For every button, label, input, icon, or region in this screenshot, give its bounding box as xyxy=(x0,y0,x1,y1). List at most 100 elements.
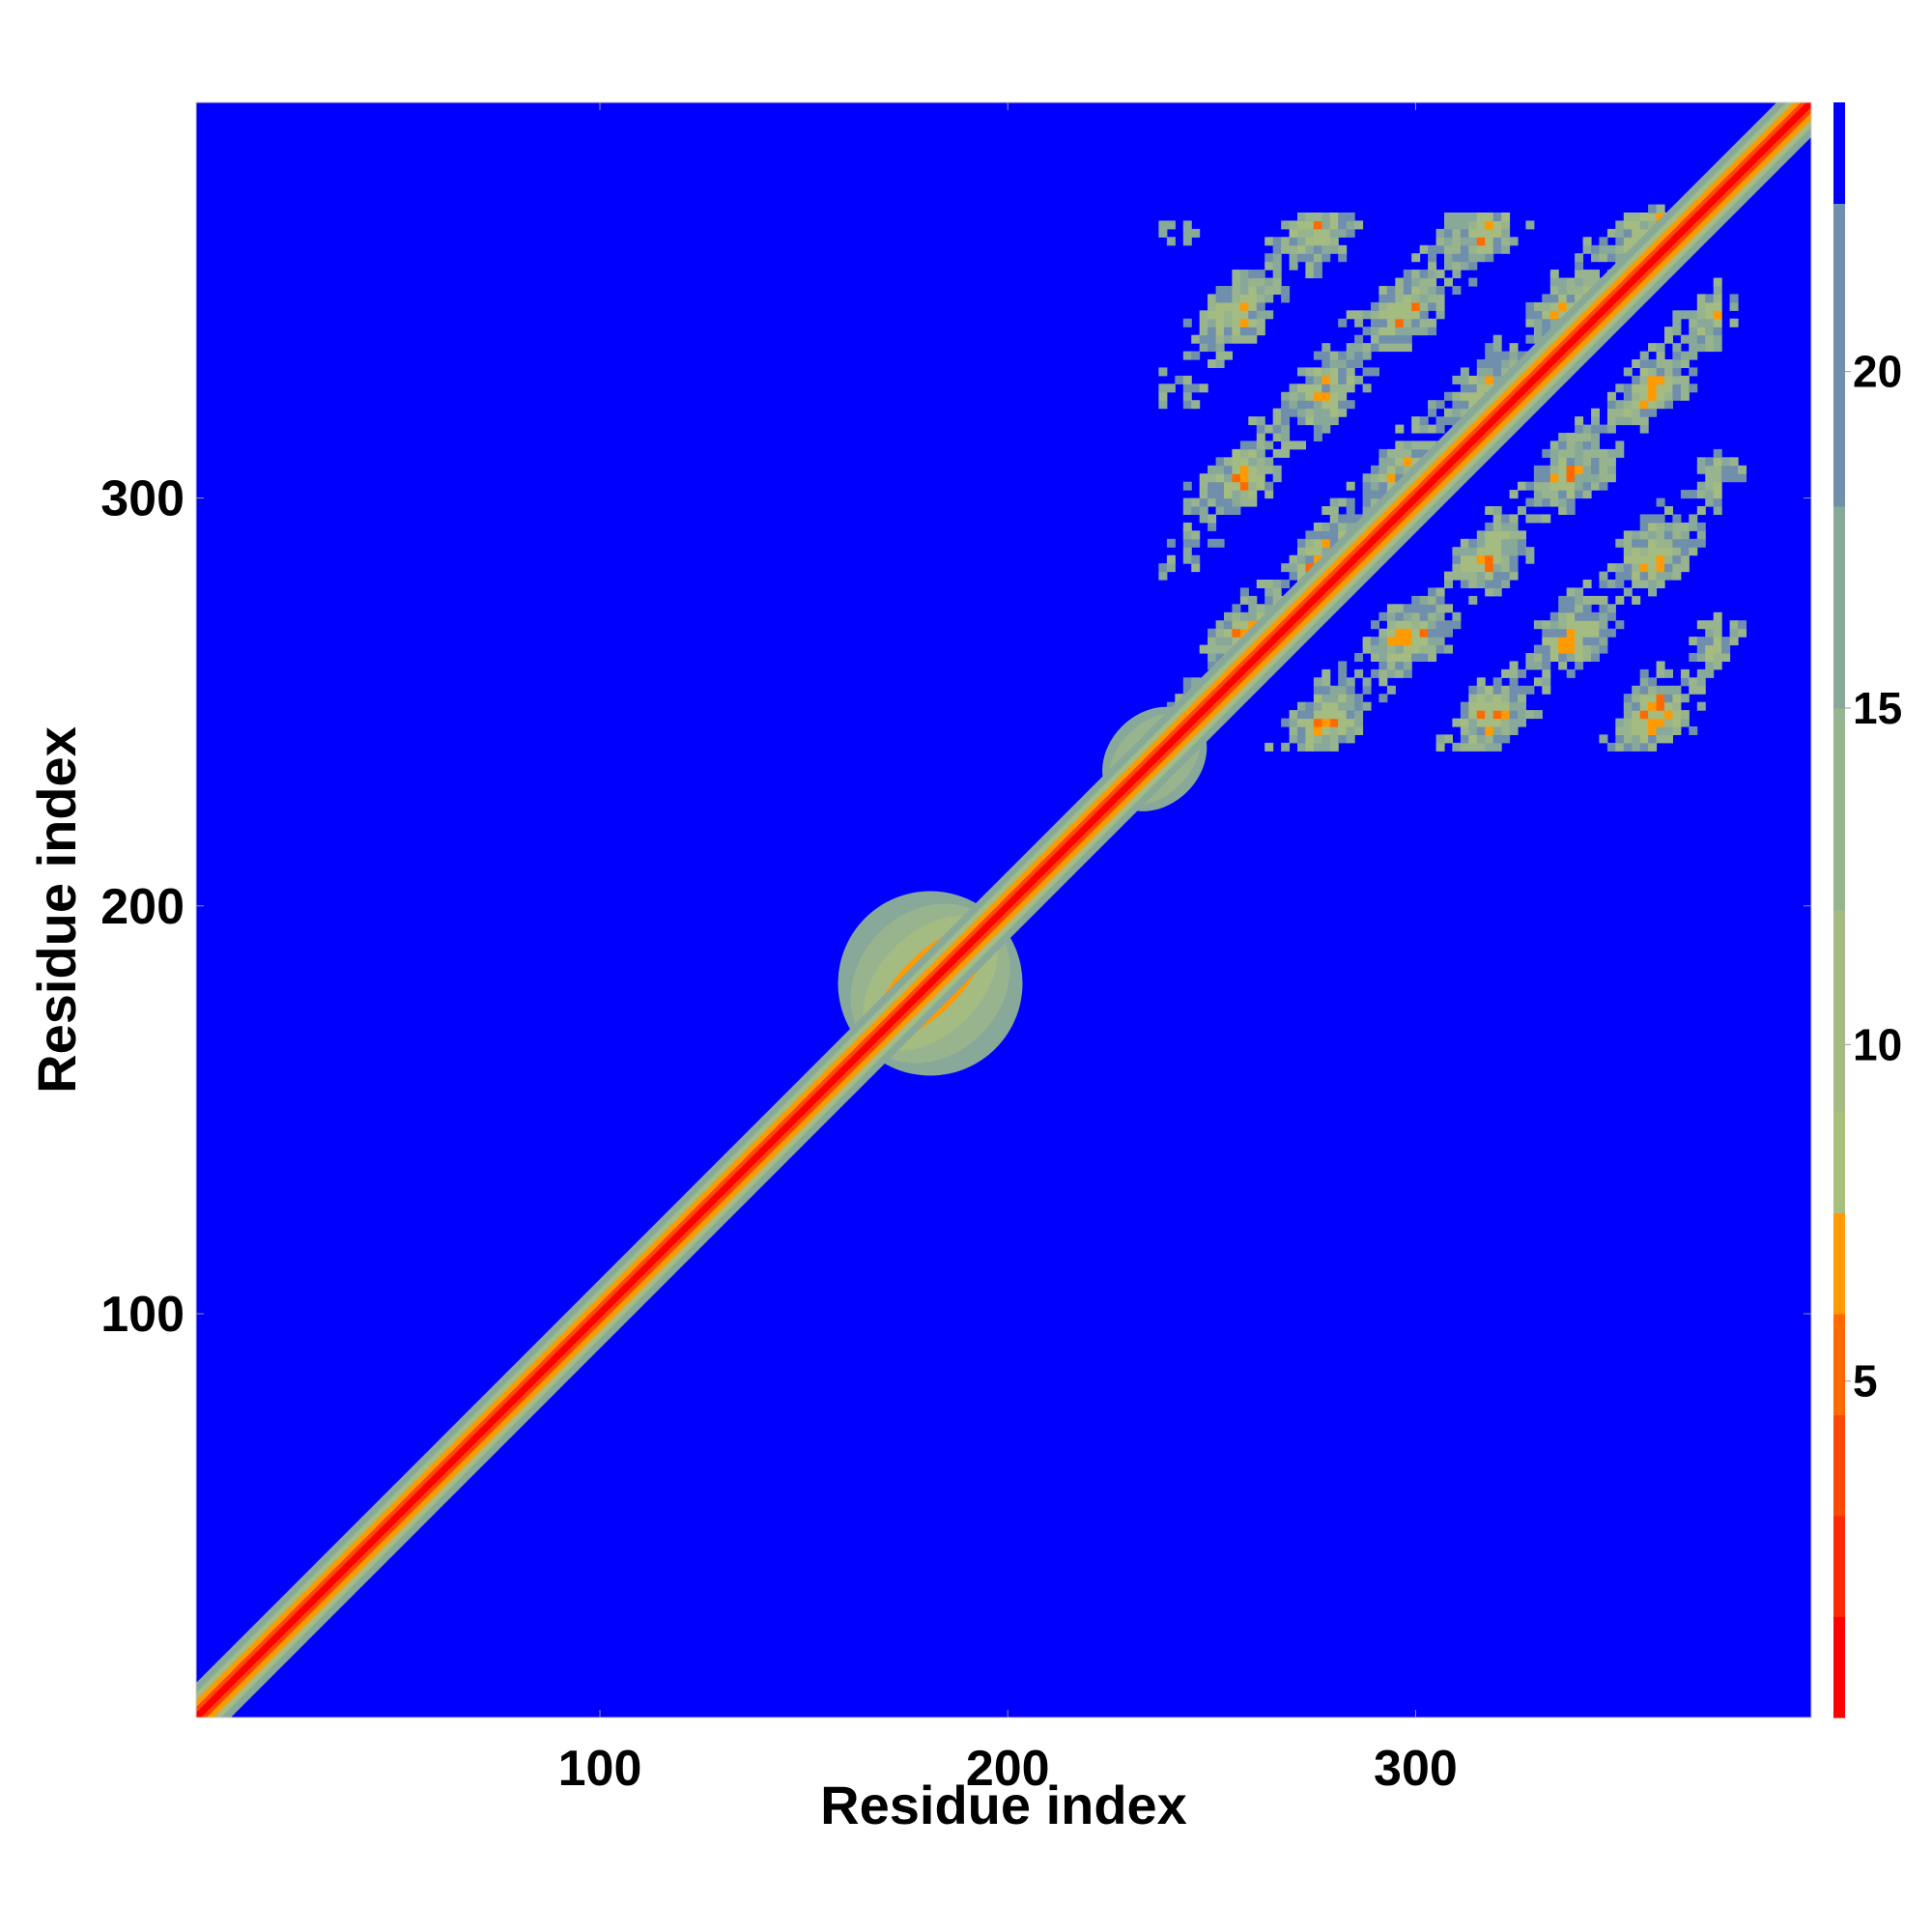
contact-cell xyxy=(1639,514,1649,524)
contact-cell xyxy=(1215,334,1225,344)
contact-cell xyxy=(1696,318,1706,327)
contact-cell xyxy=(1689,637,1698,646)
contact-cell xyxy=(1468,742,1478,752)
contact-cell xyxy=(1639,710,1649,720)
contact-cell xyxy=(1468,220,1478,230)
contact-cell xyxy=(1542,318,1551,327)
contact-cell xyxy=(1199,490,1208,499)
contact-cell xyxy=(1297,710,1306,720)
contact-cell xyxy=(1501,571,1511,581)
contact-cell xyxy=(1525,653,1535,662)
contact-cell xyxy=(1615,742,1625,752)
contact-cell xyxy=(1208,637,1217,646)
contact-cell xyxy=(1338,228,1348,238)
contact-cell xyxy=(1656,204,1665,213)
contact-cell xyxy=(1305,563,1315,573)
contact-cell xyxy=(1378,286,1388,295)
contact-cell xyxy=(1656,547,1665,556)
contact-cell xyxy=(1338,391,1348,401)
contact-cell xyxy=(1338,408,1348,417)
contact-cell xyxy=(1525,710,1535,720)
contact-cell xyxy=(1632,742,1641,752)
contact-cell xyxy=(1648,538,1658,548)
contact-cell xyxy=(1591,244,1600,254)
contact-cell xyxy=(1549,448,1559,458)
contact-cell xyxy=(1419,294,1429,303)
contact-cell xyxy=(1672,384,1682,393)
contact-cell xyxy=(1411,611,1421,621)
contact-cell xyxy=(1575,620,1584,630)
contact-cell xyxy=(1525,554,1535,564)
contact-cell xyxy=(1664,538,1673,548)
contact-cell xyxy=(1419,416,1429,426)
contact-cell xyxy=(1656,685,1665,695)
contact-cell xyxy=(1281,433,1291,441)
contact-cell xyxy=(1313,726,1322,735)
contact-cell xyxy=(1696,343,1706,353)
contact-cell xyxy=(1664,668,1673,678)
contact-cell xyxy=(1248,318,1258,327)
contact-cell xyxy=(1321,391,1331,401)
contact-cell xyxy=(1256,416,1265,426)
contact-cell xyxy=(1403,465,1412,474)
contact-cell xyxy=(1721,457,1731,467)
contact-cell xyxy=(1575,440,1584,450)
contact-cell xyxy=(1721,465,1731,474)
contact-cell xyxy=(1329,375,1339,384)
contact-cell xyxy=(1313,351,1322,360)
contact-cell xyxy=(1362,384,1372,393)
contact-cell xyxy=(1208,653,1217,662)
contact-cell xyxy=(1256,310,1265,320)
contact-cell xyxy=(1297,244,1306,254)
contact-cell xyxy=(1239,270,1249,279)
contact-cell xyxy=(1672,530,1682,540)
contact-cell xyxy=(1378,301,1388,311)
contact-cell xyxy=(1239,457,1249,467)
contact-cell xyxy=(1689,367,1698,377)
contact-cell xyxy=(1371,668,1379,678)
contact-cell xyxy=(1632,595,1641,605)
contact-cell xyxy=(1362,367,1372,377)
contact-cell xyxy=(1656,661,1665,670)
contact-cell xyxy=(1419,310,1429,320)
contact-cell xyxy=(1297,416,1306,426)
contact-cell xyxy=(1329,359,1339,368)
contact-cell xyxy=(1533,465,1543,474)
colorbar xyxy=(1833,102,1845,1719)
colorbar-segment xyxy=(1833,1212,1845,1315)
contact-cell xyxy=(1664,391,1673,401)
contact-cell xyxy=(1232,604,1241,613)
contact-cell xyxy=(1460,400,1469,410)
contact-cell xyxy=(1386,628,1396,638)
contact-cell xyxy=(1582,244,1592,254)
contact-cell xyxy=(1606,604,1616,613)
contact-cell xyxy=(1696,334,1706,344)
contact-cell xyxy=(1239,286,1249,295)
contact-cell xyxy=(1329,497,1339,507)
contact-cell xyxy=(1191,554,1201,564)
contact-cell xyxy=(1428,644,1437,654)
contact-cell xyxy=(1346,367,1355,377)
contact-cell xyxy=(1680,668,1690,678)
contact-cell xyxy=(1411,294,1421,303)
contact-cell xyxy=(1452,547,1462,556)
contact-cell xyxy=(1492,244,1502,254)
contact-cell xyxy=(1632,538,1641,548)
contact-cell xyxy=(1346,522,1355,531)
contact-cell xyxy=(1460,367,1469,377)
contact-cell xyxy=(1648,710,1658,720)
contact-cell xyxy=(1256,440,1265,450)
contact-cell xyxy=(1542,644,1551,654)
contact-cell xyxy=(1289,261,1298,270)
contact-cell xyxy=(1435,424,1445,434)
contact-cell xyxy=(1615,237,1625,246)
contact-cell xyxy=(1297,384,1306,393)
contact-cell xyxy=(1329,408,1339,417)
contact-cell xyxy=(1476,701,1486,711)
x-tick-label: 100 xyxy=(558,1741,642,1797)
x-tick-label: 300 xyxy=(1374,1741,1458,1797)
contact-cell xyxy=(1239,294,1249,303)
contact-cell xyxy=(1435,416,1445,426)
contact-cell xyxy=(1696,677,1706,687)
contact-cell xyxy=(1485,587,1494,597)
